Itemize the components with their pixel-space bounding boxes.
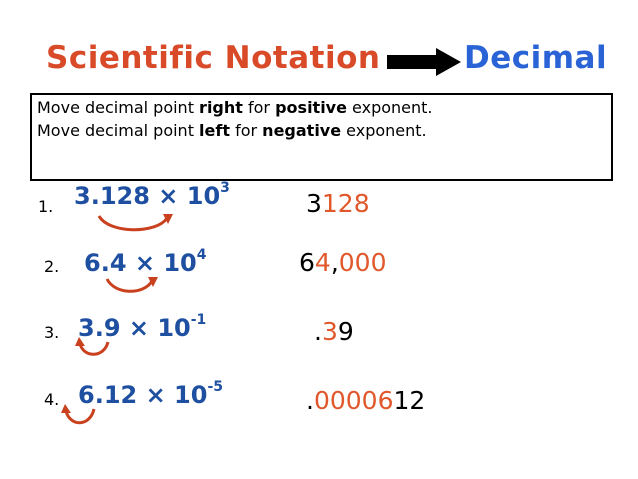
rule-keyword-right: right [199,98,243,117]
times-sign: × [126,249,164,277]
base: 10 [186,182,221,210]
times-sign: × [120,314,158,342]
problem-2-answer: 64,000 [299,248,387,277]
problem-3-answer: .39 [314,317,354,346]
problem-1-number: 1. [38,197,54,216]
base: 10 [157,314,191,342]
decimal-hop-arrow-icon [75,337,110,356]
decimal-hop-arrow-icon [105,277,158,293]
exponent: 4 [196,247,207,263]
problem-2-expression: 6.4 × 104 [84,247,207,277]
problem-1-answer: 3128 [306,189,370,218]
coefficient: 3.9 [78,314,121,342]
rule-text: for [242,98,276,117]
problem-3-number: 3. [44,323,60,342]
rule-line-negative: Move decimal point left for negative exp… [37,119,606,142]
rule-keyword-negative: negative [262,121,342,140]
problem-4-number: 4. [44,390,60,409]
rule-text: exponent. [346,98,433,117]
base: 10 [163,249,197,277]
exponent: 3 [220,180,230,196]
problem-2-number: 2. [44,257,60,276]
rule-text: for [230,121,263,140]
coefficient: 3.128 [74,182,150,210]
decimal-hop-arrow-icon [61,404,96,425]
problem-1-expression: 3.128 × 103 [74,180,230,210]
rule-keyword-left: left [199,121,230,140]
title-scientific-notation: Scientific Notation [46,40,381,76]
right-arrow-icon [387,48,461,76]
title-decimal: Decimal [464,40,608,76]
exponent: -1 [190,312,207,328]
problem-4-answer: .0000612 [306,386,426,415]
exponent: -5 [207,379,224,395]
rule-keyword-positive: positive [275,98,347,117]
times-sign: × [149,182,187,210]
rule-line-positive: Move decimal point right for positive ex… [37,96,606,119]
times-sign: × [137,381,175,409]
rule-text: exponent. [341,121,427,140]
coefficient: 6.4 [84,249,127,277]
coefficient: 6.12 [78,381,138,409]
rule-text: Move decimal point [37,121,200,140]
problem-4-expression: 6.12 × 10-5 [78,379,224,409]
rules-box: Move decimal point right for positive ex… [30,93,613,181]
rule-text: Move decimal point [37,98,200,117]
base: 10 [174,381,208,409]
decimal-hop-arrow-icon [97,214,173,232]
problem-3-expression: 3.9 × 10-1 [78,312,207,342]
